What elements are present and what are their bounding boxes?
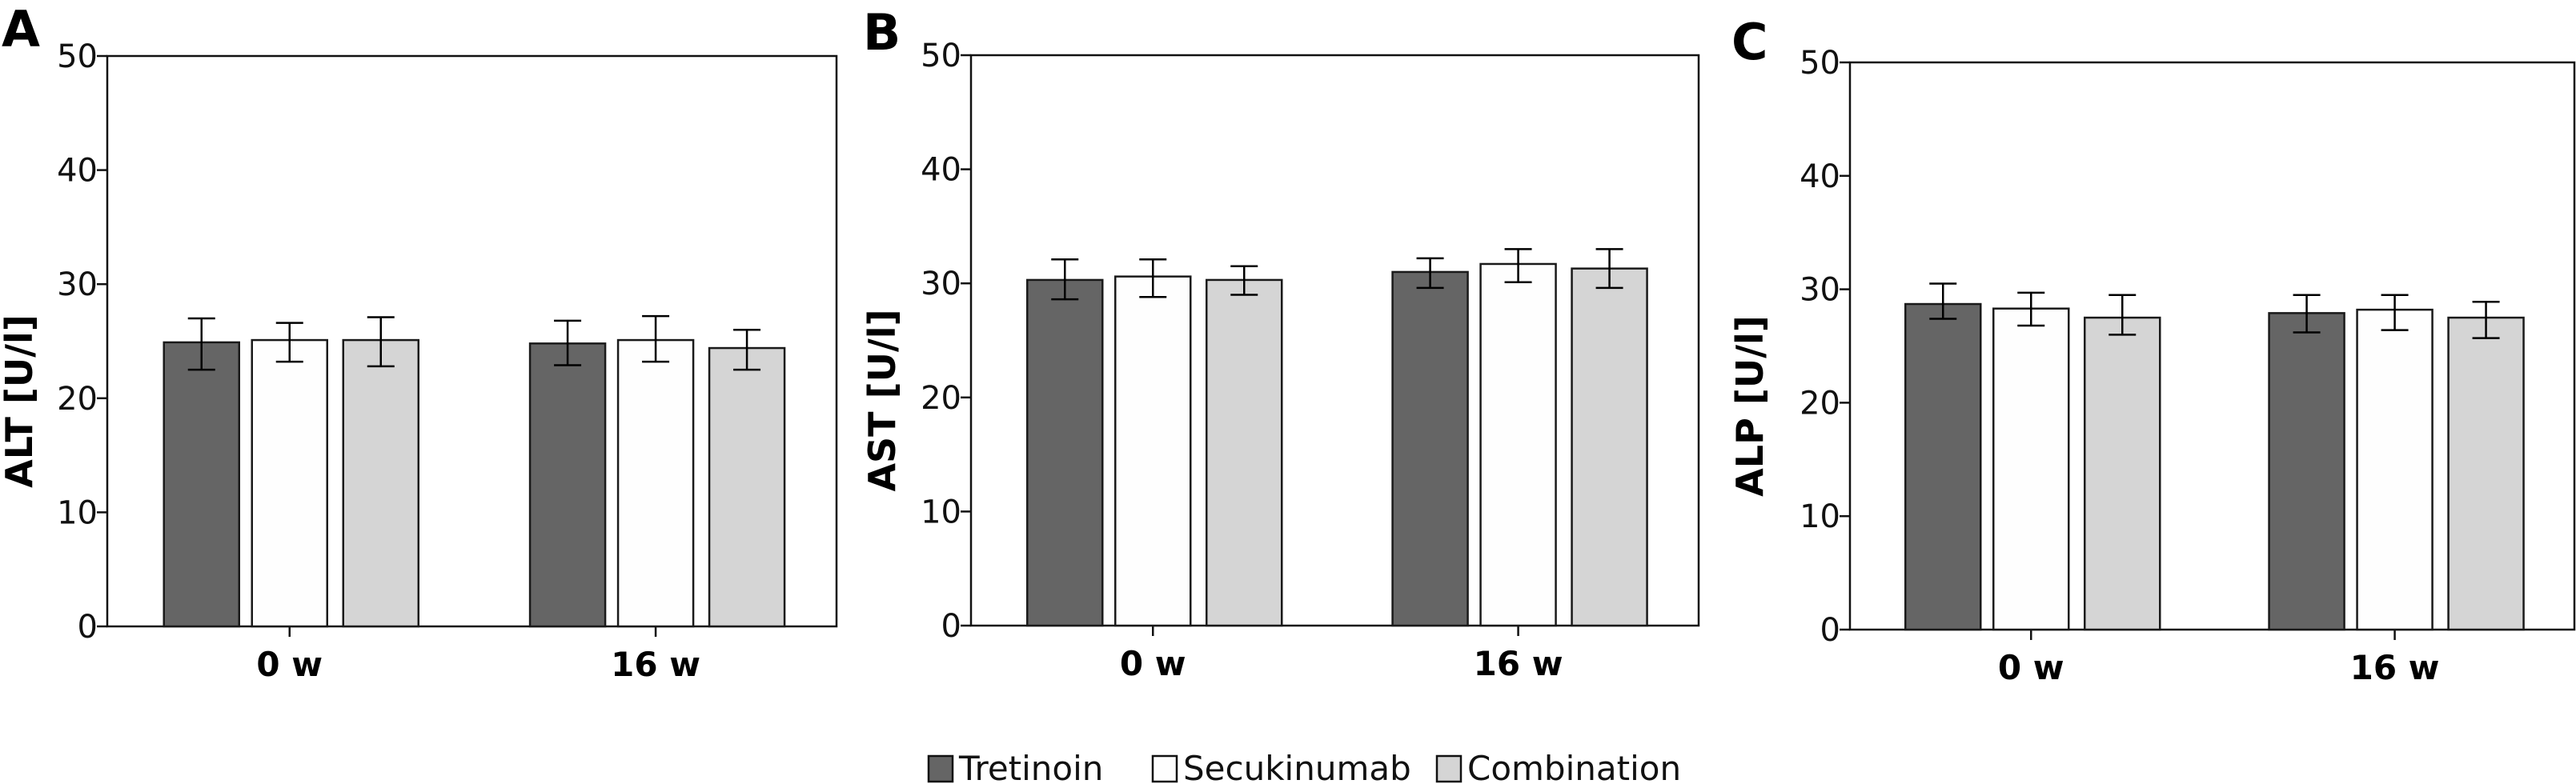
panels: A 0 10 20 30 40 50 ALT [U/l] 0 w 16 w B 0 10 20 30 40 50… [0, 0, 2576, 687]
y-tick-label: 20 [57, 381, 98, 418]
y-tick-label: 30 [1800, 272, 1840, 309]
y-tick-label: 30 [57, 266, 98, 303]
panel-b: B 0 10 20 30 40 50 AST [U/l] 0 w 16 w [861, 3, 1700, 683]
error-bar [1504, 248, 1532, 284]
legend-item: Tretinoin [927, 749, 1103, 784]
error-bar [2293, 294, 2321, 334]
legend-swatch-tretinoin [927, 754, 954, 783]
y-tick-label: 20 [921, 380, 961, 417]
error-bar [2109, 294, 2137, 336]
x-tick-label: 0 w [256, 645, 323, 684]
legend-label: Tretinoin [958, 749, 1103, 784]
error-bar [733, 328, 761, 371]
error-bar [1051, 258, 1079, 301]
bar-combination [2447, 316, 2525, 631]
y-axis-title: ALP [U/l] [1728, 315, 1772, 497]
error-bar [1230, 265, 1258, 296]
error-bar [2381, 294, 2409, 331]
bar-combination [1206, 278, 1283, 627]
bar-tretinoin [528, 342, 607, 628]
legend-swatch-secukinumab [1151, 754, 1178, 783]
y-tick-label: 40 [921, 152, 961, 189]
x-tick-label: 16 w [1474, 644, 1563, 683]
y-tick-label: 40 [1800, 158, 1840, 195]
y-tick-label: 0 [78, 609, 98, 646]
y-tick-label: 10 [921, 494, 961, 530]
y-tick-label: 50 [921, 38, 961, 74]
error-bar [1929, 282, 1957, 320]
panel-letter: A [2, 0, 40, 58]
bar-tretinoin [1391, 270, 1469, 627]
plot-frame [106, 54, 838, 628]
bar-secukinumab [1114, 275, 1192, 627]
bar-combination [342, 338, 419, 628]
bar-combination [708, 346, 786, 628]
error-bar [2472, 300, 2500, 339]
legend-label: Combination [1467, 749, 1681, 784]
panel-letter: B [863, 3, 901, 62]
y-tick-label: 30 [921, 266, 961, 302]
panel-letter: C [1731, 13, 1768, 71]
bar-secukinumab [251, 338, 328, 628]
panel-a: A 0 10 20 30 40 50 ALT [U/l] 0 w 16 w [0, 0, 838, 684]
error-bar [1595, 248, 1623, 290]
x-tick-label: 0 w [1120, 644, 1186, 683]
plot-frame [969, 54, 1700, 627]
error-bar [275, 322, 303, 363]
error-bar [554, 319, 582, 366]
x-tick-label: 16 w [2350, 648, 2440, 687]
plot-frame [1848, 61, 2576, 631]
legend: Tretinoin Secukinumab Combination [927, 749, 1681, 784]
error-bar [642, 314, 670, 363]
bar-tretinoin [163, 341, 240, 628]
bar-secukinumab [1479, 262, 1557, 627]
y-tick-label: 20 [1800, 385, 1840, 422]
legend-item: Combination [1435, 749, 1681, 784]
y-tick-label: 40 [57, 153, 98, 190]
legend-label: Secukinumab [1183, 749, 1411, 784]
error-bar [1416, 257, 1444, 290]
x-tick-label: 0 w [1998, 648, 2064, 687]
bar-tretinoin [1026, 278, 1104, 627]
error-bar [1139, 258, 1167, 298]
error-bar [367, 316, 395, 368]
y-tick-label: 10 [1800, 498, 1840, 535]
panel-c: C 0 10 20 30 40 50 ALP [U/l] 0 w 16 w [1728, 13, 2576, 687]
y-tick-label: 0 [941, 608, 961, 645]
bar-secukinumab [2356, 308, 2434, 631]
y-tick-label: 50 [57, 38, 98, 75]
bar-tretinoin [2268, 312, 2345, 631]
y-tick-label: 50 [1800, 45, 1840, 82]
error-bar [2017, 291, 2045, 327]
y-axis-title: AST [U/l] [861, 309, 904, 491]
bar-secukinumab [616, 338, 695, 628]
legend-swatch-combination [1435, 754, 1463, 783]
y-tick-label: 0 [1820, 612, 1840, 649]
bar-combination [1571, 267, 1648, 627]
x-tick-label: 16 w [611, 645, 700, 684]
legend-item: Secukinumab [1151, 749, 1411, 784]
bar-combination [2084, 316, 2161, 631]
y-tick-label: 10 [57, 494, 98, 531]
bar-tretinoin [1904, 302, 1982, 631]
error-bar [187, 317, 215, 371]
bar-secukinumab [1992, 307, 2070, 631]
y-axis-title: ALT [U/l] [0, 314, 41, 488]
